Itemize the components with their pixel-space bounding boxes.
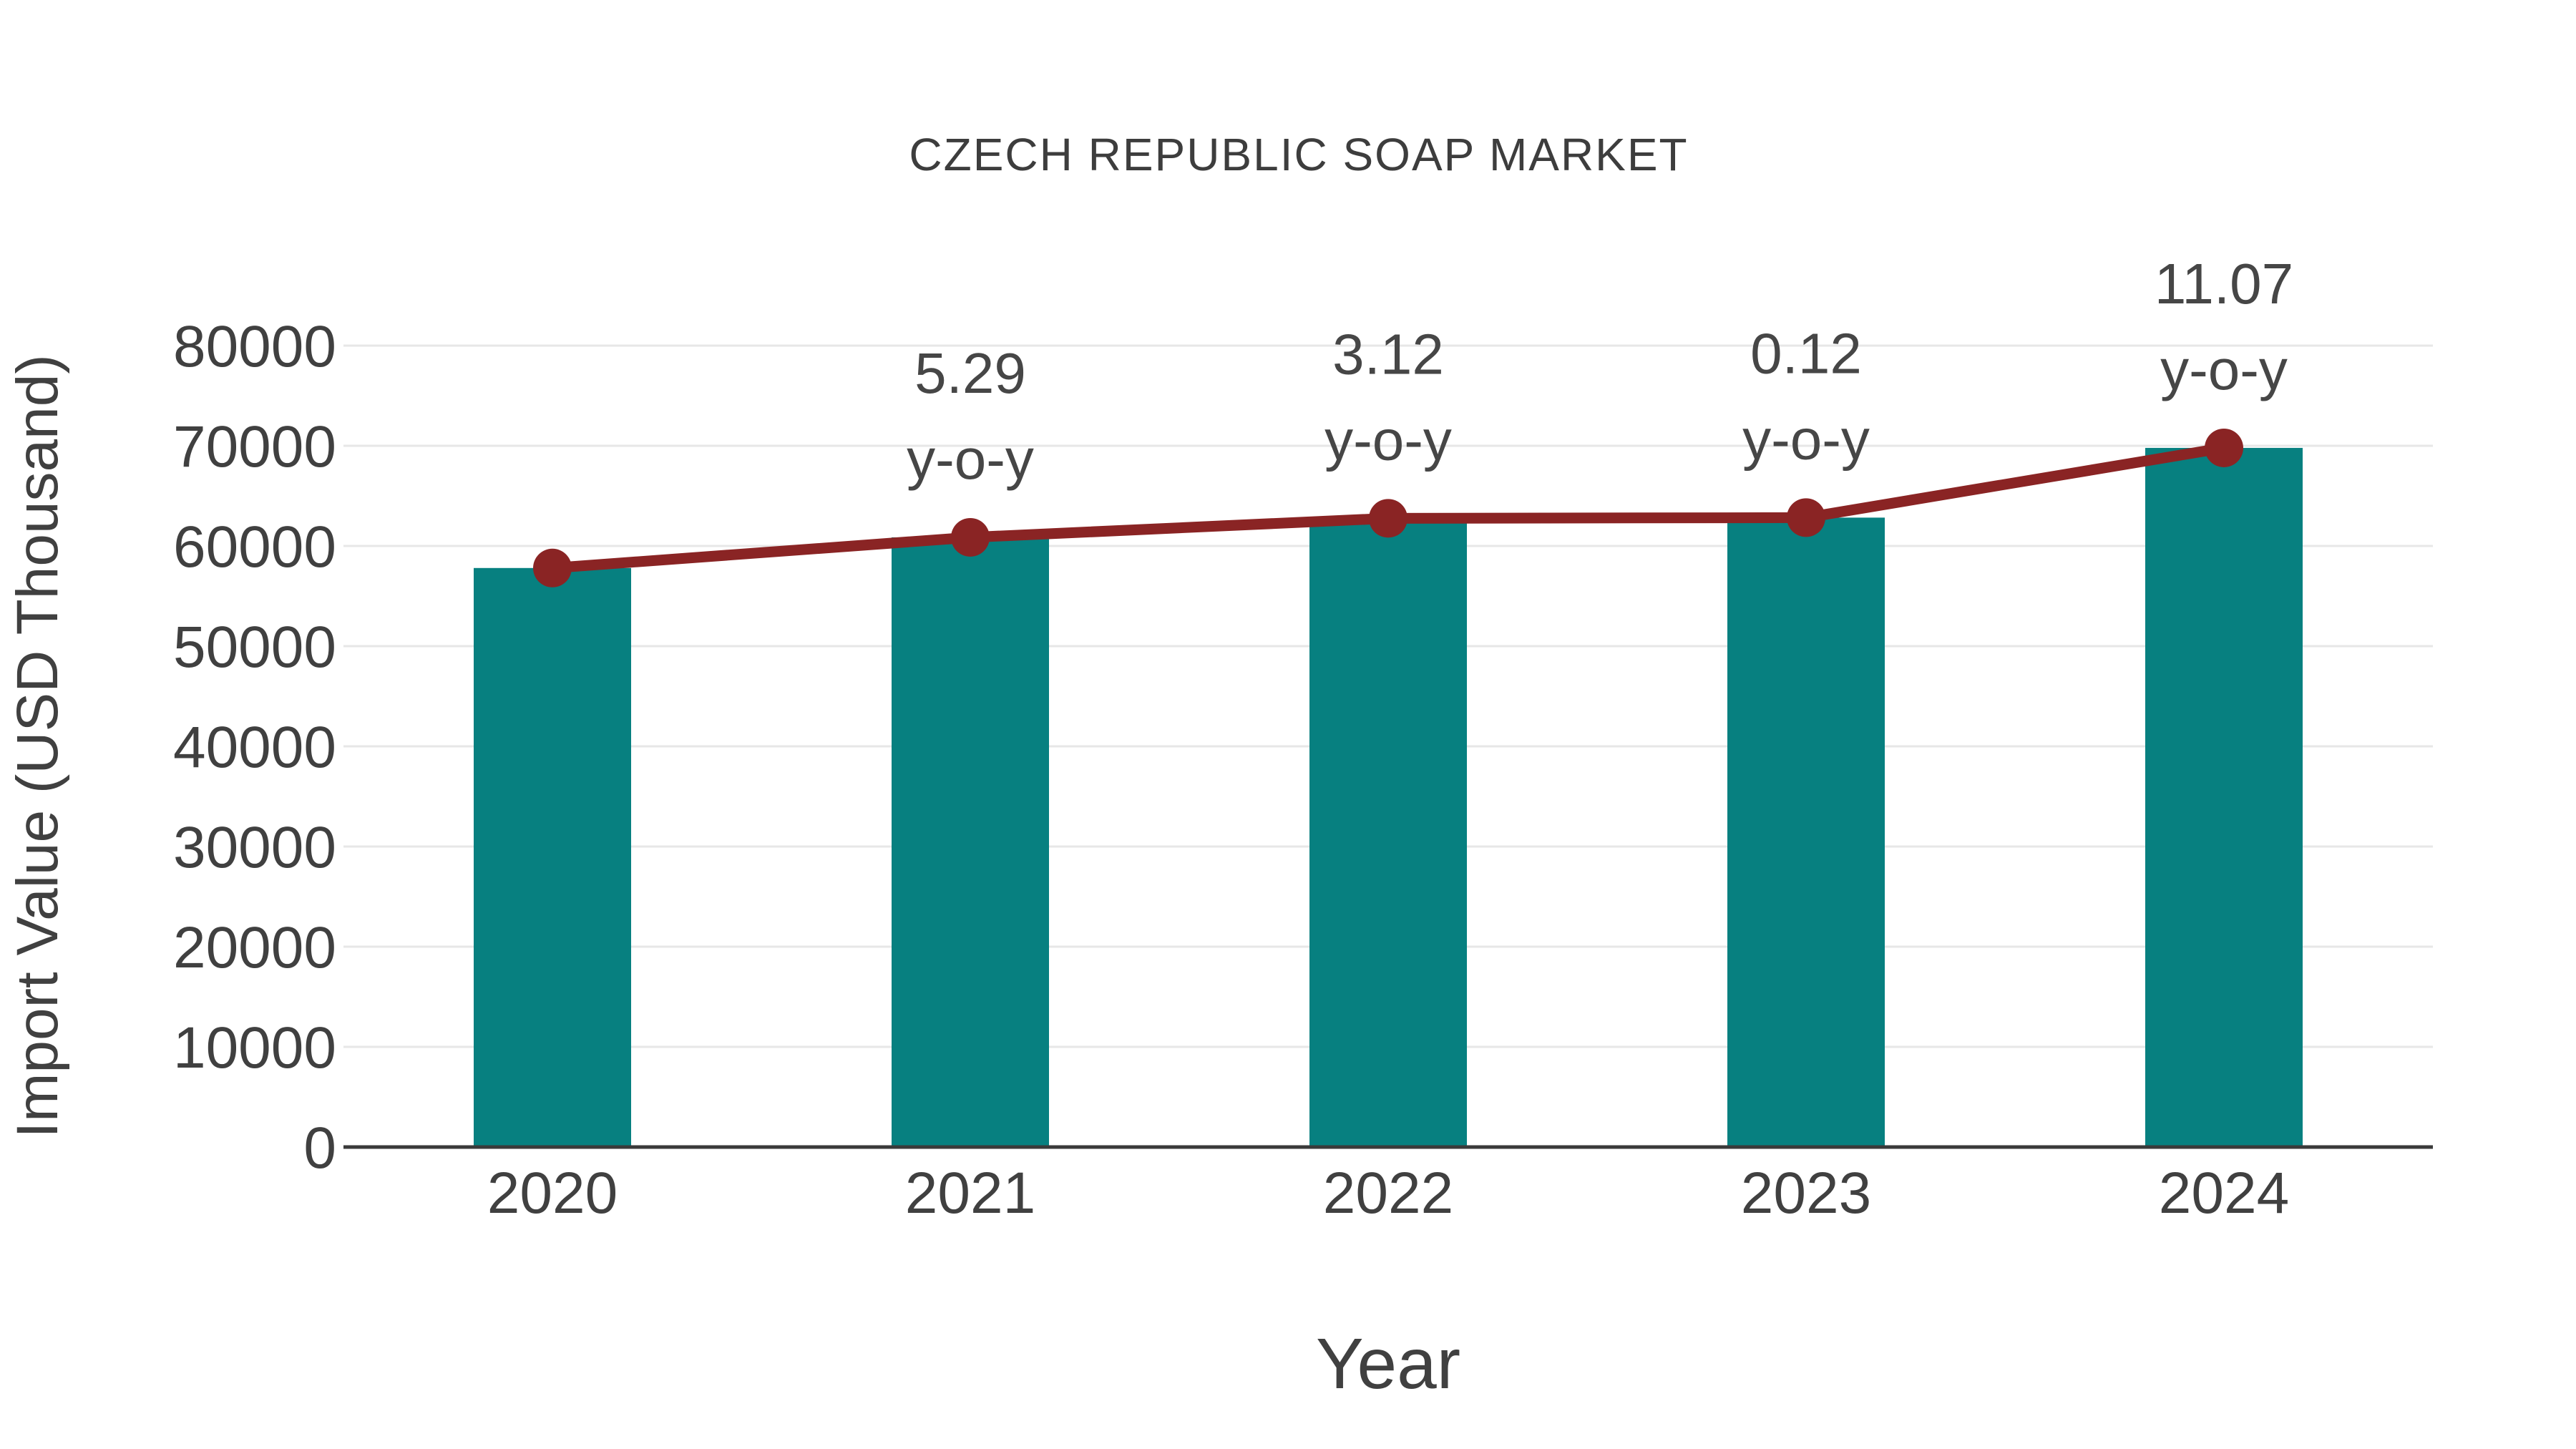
y-axis-title: Import Value (USD Thousand) [5,354,70,1138]
y-tick-60000: 60000 [173,514,336,580]
x-axis-title: Year [1316,1324,1460,1404]
annotation-2024-suffix: y-o-y [2160,338,2288,401]
y-tick-50000: 50000 [173,615,336,680]
bar-2023 [1727,517,1885,1147]
y-tick-10000: 10000 [173,1015,336,1080]
trend-point-2023 [1787,498,1825,537]
trend-line-series [533,428,2243,587]
y-tick-70000: 70000 [173,414,336,479]
bar-2021 [892,537,1049,1147]
trend-point-2020 [533,548,572,587]
annotation-2021-suffix: y-o-y [907,427,1034,491]
y-tick-30000: 30000 [173,815,336,880]
bar-2022 [1309,518,1467,1147]
annotation-2023-suffix: y-o-y [1742,407,1870,471]
trend-point-2022 [1369,499,1407,538]
bar-series [474,447,2303,1147]
y-tick-labels: 0 10000 20000 30000 40000 50000 60000 70000 8000… [173,314,336,1181]
y-tick-80000: 80000 [173,314,336,379]
y-tick-0: 0 [303,1116,336,1181]
bar-2020 [474,567,631,1147]
x-tick-2021: 2021 [905,1161,1035,1226]
x-tick-2020: 2020 [487,1161,618,1226]
annotation-2022-value: 3.12 [1332,322,1444,386]
trend-point-2021 [951,517,990,557]
x-tick-2023: 2023 [1741,1161,1871,1226]
annotation-2024-value: 11.07 [2155,252,2293,316]
y-tick-20000: 20000 [173,915,336,980]
annotation-2021-value: 5.29 [914,341,1026,405]
annotation-2022-suffix: y-o-y [1324,408,1452,472]
bar-2024 [2145,447,2303,1147]
x-tick-2024: 2024 [2159,1161,2289,1226]
annotation-2023-value: 0.12 [1750,321,1862,385]
y-tick-40000: 40000 [173,715,336,780]
yoy-annotations: 5.29 y-o-y 3.12 y-o-y 0.12 y-o-y 11.07 y-o-y [907,252,2293,491]
x-tick-2022: 2022 [1323,1161,1453,1226]
x-tick-labels: 2020 2021 2022 2023 2024 [487,1161,2289,1226]
chart-title: CZECH REPUBLIC SOAP MARKET [909,129,1688,180]
trend-point-2024 [2205,428,2243,467]
